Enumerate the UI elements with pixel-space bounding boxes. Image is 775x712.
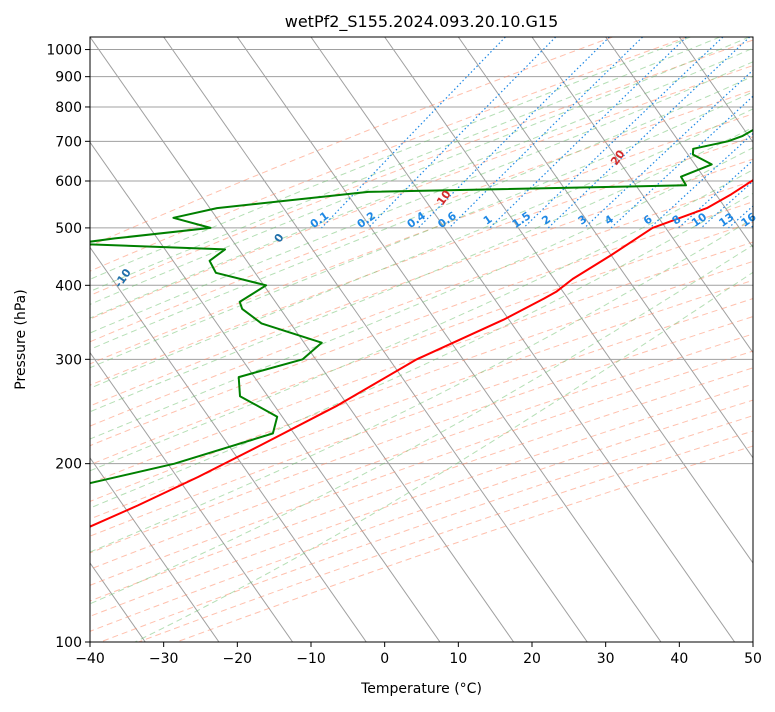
- mixing-ratio-line: [751, 37, 775, 228]
- x-tick-label: 20: [523, 651, 541, 667]
- y-tick-label: 300: [55, 352, 82, 368]
- y-tick-label: 400: [55, 278, 82, 294]
- x-tick-label: 50: [744, 651, 762, 667]
- x-tick-label: 10: [449, 651, 467, 667]
- isotherm-line: [0, 37, 72, 642]
- y-tick-label: 700: [55, 134, 82, 150]
- x-tick-label: −40: [75, 651, 105, 667]
- y-tick-label: 800: [55, 100, 82, 116]
- x-tick-label: −10: [296, 651, 326, 667]
- x-tick-label: 30: [597, 651, 615, 667]
- x-tick-label: −30: [149, 651, 179, 667]
- x-tick-label: 0: [380, 651, 389, 667]
- y-tick-label: 600: [55, 174, 82, 190]
- chart-title: wetPf2_S155.2024.093.20.10.G15: [285, 12, 559, 32]
- x-axis: −40 −30 −20 −10 0 10 20 30 40 50: [75, 642, 762, 667]
- y-tick-label: 500: [55, 221, 82, 237]
- y-axis-label: Pressure (hPa): [13, 289, 29, 389]
- x-tick-label: −20: [223, 651, 253, 667]
- y-tick-label: 100: [55, 635, 82, 651]
- y-tick-label: 200: [55, 457, 82, 473]
- y-tick-label: 1000: [46, 43, 82, 59]
- y-axis: 1000 900 800 700 600 500 400 300 200 100: [46, 43, 90, 651]
- y-tick-label: 900: [55, 70, 82, 86]
- isotherm-line: [753, 37, 775, 642]
- x-axis-label: Temperature (°C): [360, 681, 482, 697]
- x-tick-label: 40: [670, 651, 688, 667]
